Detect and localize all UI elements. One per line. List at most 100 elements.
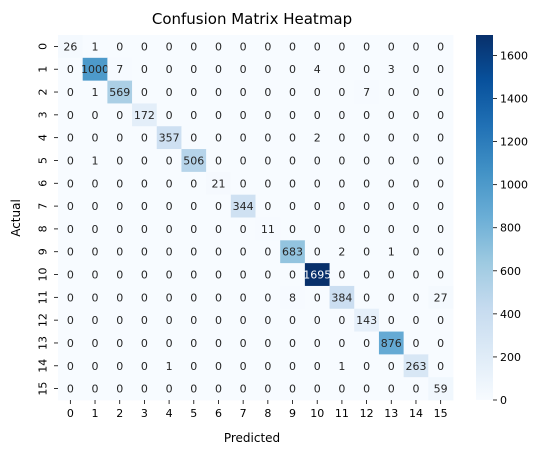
x-tick-label-10: 10 (310, 407, 324, 420)
cell-value-11-12: 0 (363, 291, 370, 304)
cell-value-12-5: 0 (190, 314, 197, 327)
cell-value-9-3: 0 (141, 246, 148, 259)
heatmap-cell-7-2 (107, 194, 133, 218)
heatmap-cell-0-14 (403, 35, 429, 59)
heatmap-cell-14-8 (255, 354, 281, 378)
cell-value-4-8: 0 (264, 132, 271, 145)
heatmap-cell-5-12 (354, 149, 380, 173)
heatmap-cell-10-15 (428, 263, 454, 287)
cell-value-3-4: 0 (166, 109, 173, 122)
heatmap-cell-11-9 (280, 285, 306, 310)
cell-value-8-2: 0 (116, 223, 123, 236)
heatmap-cell-0-7 (230, 35, 256, 59)
cell-value-6-11: 0 (338, 177, 345, 190)
heatmap-cell-7-7 (230, 194, 256, 218)
heatmap-cell-13-14 (403, 331, 429, 355)
heatmap-cell-6-0 (58, 171, 84, 196)
cell-value-11-8: 0 (264, 291, 271, 304)
heatmap-cell-8-4 (156, 217, 182, 241)
heatmap-cell-7-5 (181, 194, 207, 218)
heatmap-cell-1-1 (82, 57, 108, 82)
heatmap-cell-9-14 (403, 240, 429, 264)
cell-value-14-4: 1 (166, 360, 173, 373)
heatmap-cell-7-14 (403, 194, 429, 218)
cell-value-0-3: 0 (141, 40, 148, 53)
heatmap-cell-15-12 (354, 377, 380, 401)
cell-value-0-7: 0 (240, 40, 247, 53)
heatmap-cell-11-4 (156, 285, 182, 310)
cell-value-6-13: 0 (388, 177, 395, 190)
heatmap-cell-13-4 (156, 331, 182, 355)
x-tick-label-13: 13 (384, 407, 398, 420)
cell-value-8-10: 0 (314, 223, 321, 236)
y-tick-label-5: 5 (37, 157, 50, 164)
heatmap-cell-2-7 (230, 80, 256, 104)
cell-value-3-6: 0 (215, 109, 222, 122)
cell-value-14-14: 263 (405, 360, 426, 373)
cell-value-3-12: 0 (363, 109, 370, 122)
cell-value-2-6: 0 (215, 86, 222, 99)
heatmap-cell-8-3 (132, 217, 158, 241)
heatmap-cell-7-10 (304, 194, 330, 218)
cell-value-9-13: 1 (388, 246, 395, 259)
heatmap-cell-10-0 (58, 263, 84, 287)
heatmap-cell-1-10 (304, 57, 330, 82)
heatmap-cell-14-5 (181, 354, 207, 378)
cell-value-2-0: 0 (67, 86, 74, 99)
heatmap-cell-3-4 (156, 103, 182, 127)
cell-value-1-11: 0 (338, 63, 345, 76)
heatmap-cell-6-9 (280, 171, 306, 196)
cell-value-12-7: 0 (240, 314, 247, 327)
cell-value-11-2: 0 (116, 291, 123, 304)
cell-value-11-3: 0 (141, 291, 148, 304)
cell-value-7-4: 0 (166, 200, 173, 213)
heatmap-cell-9-2 (107, 240, 133, 264)
heatmap-cell-15-10 (304, 377, 330, 401)
cell-value-3-0: 0 (67, 109, 74, 122)
x-tick-labels: 0 1 2 3 4 5 6 7 8 9 10 11 12 13 14 15 (67, 400, 448, 420)
heatmap-cell-13-12 (354, 331, 380, 355)
heatmap-cell-2-12 (354, 80, 380, 104)
cell-value-5-13: 0 (388, 154, 395, 167)
cell-value-7-9: 0 (289, 200, 296, 213)
cell-value-8-0: 0 (67, 223, 74, 236)
cell-value-15-4: 0 (166, 383, 173, 396)
heatmap-cell-8-5 (181, 217, 207, 241)
heatmap-cell-12-2 (107, 308, 133, 332)
cell-value-6-12: 0 (363, 177, 370, 190)
cell-value-5-4: 0 (166, 154, 173, 167)
x-tick-label-0: 0 (67, 407, 74, 420)
cell-value-12-6: 0 (215, 314, 222, 327)
cell-value-4-15: 0 (437, 132, 444, 145)
heatmap-cell-3-6 (206, 103, 232, 127)
heatmap-cell-12-4 (156, 308, 182, 332)
cell-value-10-14: 0 (412, 269, 419, 282)
heatmap-cell-8-15 (428, 217, 454, 241)
heatmap-cell-3-2 (107, 103, 133, 127)
cell-value-14-6: 0 (215, 360, 222, 373)
heatmap-cell-11-13 (378, 285, 405, 310)
heatmap-cell-2-15 (428, 80, 454, 104)
heatmap-cell-7-3 (132, 194, 158, 218)
heatmap-cell-14-13 (378, 354, 405, 378)
heatmap-cell-10-7 (230, 263, 256, 287)
cell-value-5-11: 0 (338, 154, 345, 167)
cell-value-0-13: 0 (388, 40, 395, 53)
heatmap-cell-8-6 (206, 217, 232, 241)
heatmap-cell-13-8 (255, 331, 281, 355)
heatmap-cell-6-10 (304, 171, 330, 196)
cell-value-0-10: 0 (314, 40, 321, 53)
cell-value-1-10: 4 (314, 63, 321, 76)
cell-value-11-9: 8 (289, 291, 296, 304)
x-tick-label-12: 12 (360, 407, 374, 420)
heatmap-cell-15-15 (428, 377, 454, 401)
heatmap-cell-0-15 (428, 35, 454, 59)
cell-value-11-10: 0 (314, 291, 321, 304)
cell-value-14-7: 0 (240, 360, 247, 373)
heatmap-cell-11-10 (304, 285, 330, 310)
heatmap-cell-1-4 (156, 57, 182, 82)
heatmap-cell-4-2 (107, 126, 133, 150)
cell-value-14-11: 1 (338, 360, 345, 373)
cell-value-9-7: 0 (240, 246, 247, 259)
